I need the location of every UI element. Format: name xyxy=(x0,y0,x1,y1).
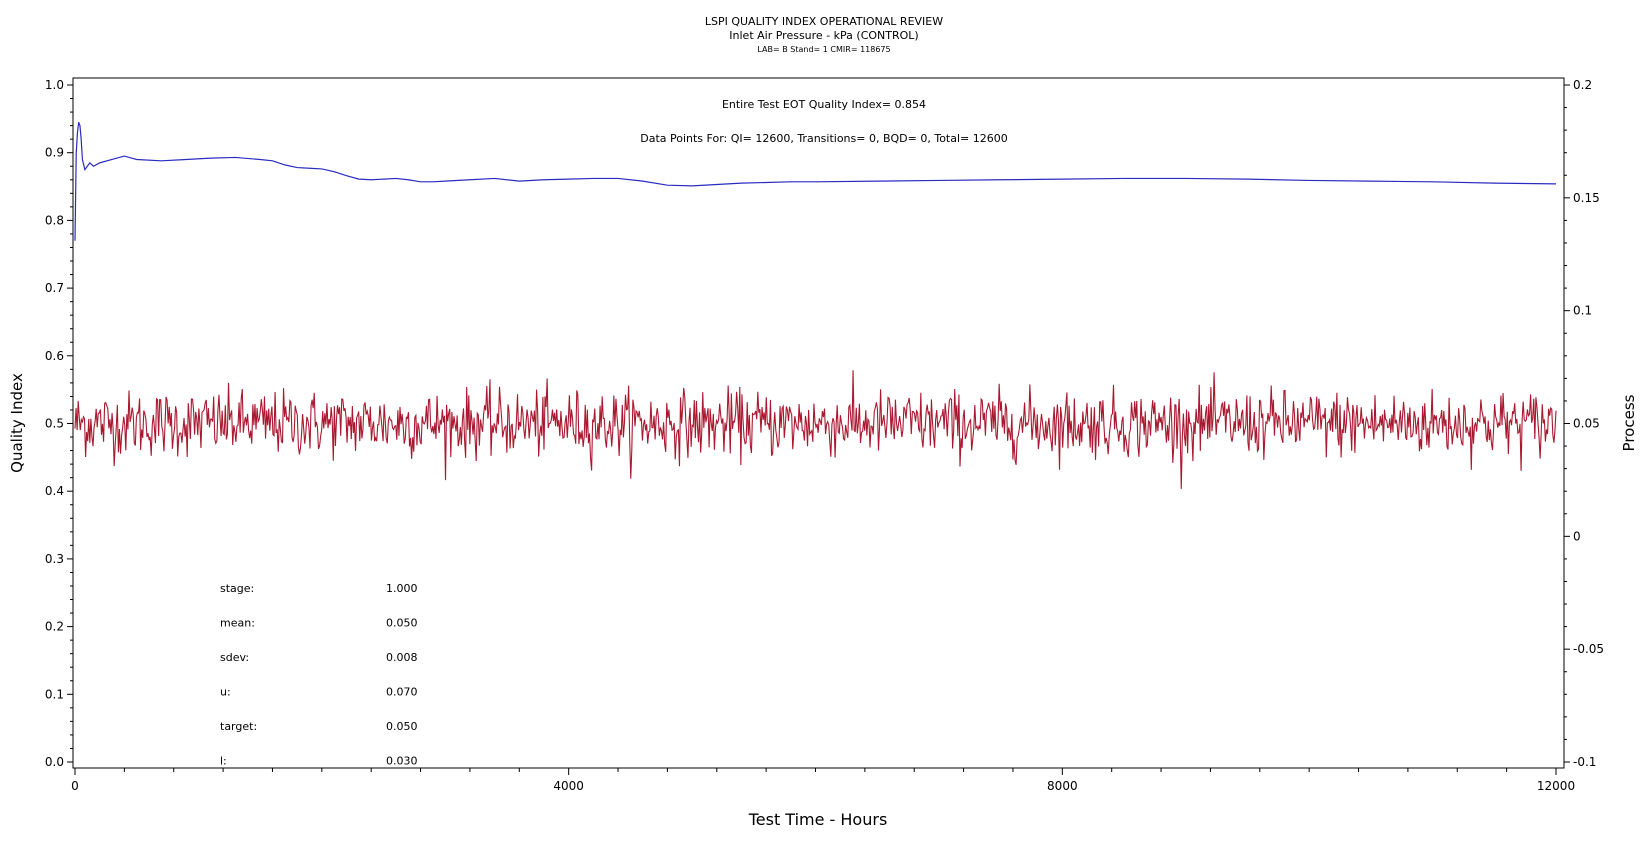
y-tick-label: 1.0 xyxy=(45,78,64,92)
stat-value: 0.050 xyxy=(386,720,418,733)
y-tick-label: 0.1 xyxy=(45,687,64,701)
chart-title: LSPI QUALITY INDEX OPERATIONAL REVIEW xyxy=(705,15,943,28)
x-tick-label: 12000 xyxy=(1537,779,1575,793)
y2-tick-label: 0 xyxy=(1573,529,1581,543)
y2-tick-label: 0.15 xyxy=(1573,191,1600,205)
stat-label: mean: xyxy=(220,617,255,630)
y-tick-label: 0.2 xyxy=(45,620,64,634)
x-tick-label: 4000 xyxy=(553,779,584,793)
stat-label: u: xyxy=(220,686,231,699)
y-axis-left: 0.0 0.1 0.2 0.3 0.4 0.5 0.6 0.7 0.8 0.9 1.0 xyxy=(45,78,73,769)
series-quality-index-group xyxy=(74,122,1557,241)
y2-axis-label: Process xyxy=(1620,394,1638,451)
stat-value: 1.000 xyxy=(386,582,418,595)
y2-tick-label: -0.1 xyxy=(1573,755,1596,769)
y-tick-label: 0.9 xyxy=(45,146,64,160)
stats-table: stage: 1.000 mean: 0.050 sdev: 0.008 u: 0.070 ta… xyxy=(220,582,418,768)
x-tick-label: 0 xyxy=(71,779,79,793)
process-series-line xyxy=(74,370,1557,489)
y-tick-label: 0.0 xyxy=(45,755,64,769)
chart-subtitle-lab: LAB= B Stand= 1 CMIR= 118675 xyxy=(757,45,890,54)
stat-value: 0.008 xyxy=(386,651,418,664)
quality-index-series-line xyxy=(74,122,1557,241)
y2-tick-label: -0.05 xyxy=(1573,642,1604,656)
stat-value: 0.030 xyxy=(386,755,418,768)
stat-label: stage: xyxy=(220,582,254,595)
stat-label: target: xyxy=(220,720,257,733)
eot-annotation: Entire Test EOT Quality Index= 0.854 xyxy=(722,98,926,111)
stat-value: 0.050 xyxy=(386,617,418,630)
series-process-group xyxy=(74,370,1557,489)
y2-tick-label: 0.1 xyxy=(1573,304,1592,318)
x-tick-label: 8000 xyxy=(1047,779,1078,793)
y-tick-label: 0.6 xyxy=(45,349,64,363)
y-tick-label: 0.8 xyxy=(45,213,64,227)
y-axis-right: -0.1 -0.05 0 0.05 0.1 0.15 0.2 xyxy=(1564,78,1604,769)
chart-subtitle: Inlet Air Pressure - kPa (CONTROL) xyxy=(729,29,918,42)
y2-tick-label: 0.2 xyxy=(1573,78,1592,92)
y-tick-label: 0.5 xyxy=(45,417,64,431)
stat-label: sdev: xyxy=(220,651,249,664)
stat-label: l: xyxy=(220,755,227,768)
x-axis-label: Test Time - Hours xyxy=(748,810,888,829)
y-tick-label: 0.4 xyxy=(45,484,64,498)
y2-tick-label: 0.05 xyxy=(1573,417,1600,431)
stat-value: 0.070 xyxy=(386,686,418,699)
y-axis-label: Quality Index xyxy=(8,373,26,473)
y-tick-label: 0.3 xyxy=(45,552,64,566)
points-annotation: Data Points For: QI= 12600, Transitions=… xyxy=(640,132,1008,145)
x-axis: 0 4000 8000 12000 xyxy=(71,768,1575,793)
y-tick-label: 0.7 xyxy=(45,281,64,295)
